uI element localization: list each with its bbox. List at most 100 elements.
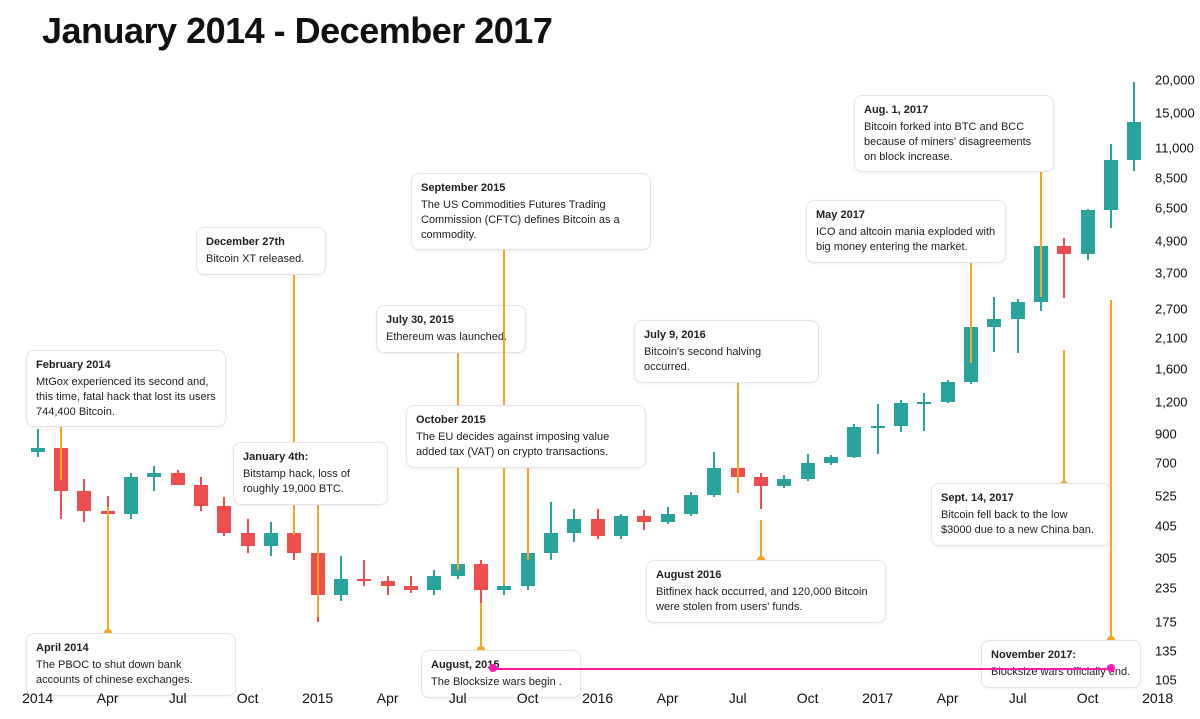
x-tick-label: 2014	[22, 690, 53, 706]
annotation-text: The Blocksize wars begin .	[431, 676, 562, 688]
annotation-text: Bitstamp hack, loss of roughly 19,000 BT…	[243, 468, 350, 495]
candle-body	[824, 457, 838, 463]
x-tick-label: Apr	[97, 690, 119, 706]
annotation-title: January 4th:	[243, 450, 378, 465]
candle-body	[871, 426, 885, 428]
annotation-text: Bitcoin fell back to the low $3000 due t…	[941, 509, 1094, 536]
annotation-title: Aug. 1, 2017	[864, 103, 1044, 118]
candle-body	[1127, 122, 1141, 160]
x-tick-label: Jul	[449, 690, 467, 706]
x-tick-label: Oct	[517, 690, 539, 706]
candle-wick	[153, 466, 155, 490]
candle-body	[381, 581, 395, 586]
candle-body	[637, 516, 651, 521]
annotation-title: July 30, 2015	[386, 313, 516, 328]
x-tick-label: Apr	[377, 690, 399, 706]
page-title: January 2014 - December 2017	[42, 10, 552, 52]
annotation-text: The PBOC to shut down bank accounts of c…	[36, 659, 193, 686]
candle-body	[1081, 210, 1095, 254]
annotation-text: Bitcoin's second halving occurred.	[644, 346, 761, 373]
annotation-cftc: September 2015The US Commodities Futures…	[411, 173, 651, 250]
y-tick-label: 8,500	[1155, 170, 1188, 185]
annotation-title: August 2016	[656, 568, 876, 583]
annotation-text: ICO and altcoin mania exploded with big …	[816, 226, 995, 253]
x-tick-label: 2017	[862, 690, 893, 706]
annotation-title: April 2014	[36, 641, 226, 656]
annotation-pboc: April 2014 The PBOC to shut down bank acc…	[26, 633, 236, 696]
candle-body	[847, 427, 861, 457]
y-tick-label: 3,700	[1155, 265, 1188, 280]
candle-body	[917, 402, 931, 404]
x-tick-label: Oct	[797, 690, 819, 706]
candle-wick	[877, 404, 879, 453]
x-tick-label: 2015	[302, 690, 333, 706]
y-tick-label: 175	[1155, 614, 1177, 629]
candle-body	[241, 533, 255, 546]
blocksize-dot	[1107, 664, 1115, 672]
y-tick-label: 2,700	[1155, 301, 1188, 316]
x-tick-label: 2016	[582, 690, 613, 706]
candle-body	[707, 468, 721, 495]
candle-body	[171, 473, 185, 484]
candle-body	[264, 533, 278, 546]
annotation-title: August, 2015	[431, 658, 571, 673]
annotation-leader	[1063, 350, 1065, 485]
blocksize-dot	[489, 664, 497, 672]
x-tick-label: Apr	[657, 690, 679, 706]
y-tick-label: 1,200	[1155, 394, 1188, 409]
candle-body	[544, 533, 558, 553]
y-tick-label: 11,000	[1155, 141, 1194, 156]
annotation-text: Bitfinex hack occurred, and 120,000 Bitc…	[656, 586, 868, 613]
candle-body	[357, 579, 371, 581]
candle-body	[567, 519, 581, 533]
candle-body	[614, 516, 628, 536]
annotation-leader	[527, 457, 529, 560]
candle-body	[147, 473, 161, 477]
candle-body	[217, 506, 231, 533]
y-tick-label: 900	[1155, 427, 1177, 442]
annotation-vat: October 2015The EU decides against impos…	[406, 405, 646, 468]
x-tick-label: Jul	[729, 690, 747, 706]
annotation-bitstamp: January 4th: Bitstamp hack, loss of rough…	[233, 442, 388, 505]
annotation-blocksize: August, 2015 The Blocksize wars begin .	[421, 650, 581, 698]
annotation-text: Bitcoin XT released.	[206, 253, 304, 265]
x-tick-label: Oct	[1077, 690, 1099, 706]
annotation-xt: December 27thBitcoin XT released.	[196, 227, 326, 275]
annotation-leader	[1040, 160, 1042, 297]
annotation-chinaban: Sept. 14, 2017 Bitcoin fell back to the l…	[931, 483, 1111, 546]
candle-body	[591, 519, 605, 536]
candle-wick	[37, 429, 39, 456]
x-tick-label: Jul	[169, 690, 187, 706]
candle-body	[941, 382, 955, 401]
candlestick-chart: February 2014MtGox experienced its secon…	[26, 80, 1146, 680]
candle-body	[684, 495, 698, 514]
candle-body	[427, 576, 441, 590]
y-tick-label: 525	[1155, 489, 1177, 504]
annotation-leader	[480, 603, 482, 650]
x-tick-label: Oct	[237, 690, 259, 706]
annotation-leader	[317, 500, 319, 617]
x-tick-label: Jul	[1009, 690, 1027, 706]
candle-body	[334, 579, 348, 596]
candle-body	[1011, 302, 1025, 319]
annotation-title: February 2014	[36, 358, 216, 373]
candle-body	[1104, 160, 1118, 210]
annotation-leader	[107, 507, 109, 633]
annotation-ico: May 2017ICO and altcoin mania exploded w…	[806, 200, 1006, 263]
candle-body	[754, 477, 768, 486]
annotation-title: October 2015	[416, 413, 636, 428]
annotation-leader	[760, 520, 762, 560]
candle-body	[1057, 246, 1071, 255]
annotation-mtgox: February 2014MtGox experienced its secon…	[26, 350, 226, 427]
annotation-title: Sept. 14, 2017	[941, 491, 1101, 506]
candle-body	[404, 586, 418, 591]
annotation-text: Bitcoin forked into BTC and BCC because …	[864, 121, 1031, 163]
candle-body	[987, 319, 1001, 328]
y-tick-label: 405	[1155, 518, 1177, 533]
y-tick-label: 15,000	[1155, 105, 1195, 120]
y-tick-label: 2,100	[1155, 330, 1188, 345]
y-tick-label: 6,500	[1155, 201, 1188, 216]
x-tick-label: 2018	[1142, 690, 1173, 706]
annotation-blocksize-end: November 2017:Blocksize wars officially …	[981, 640, 1141, 688]
y-tick-label: 1,600	[1155, 361, 1188, 376]
